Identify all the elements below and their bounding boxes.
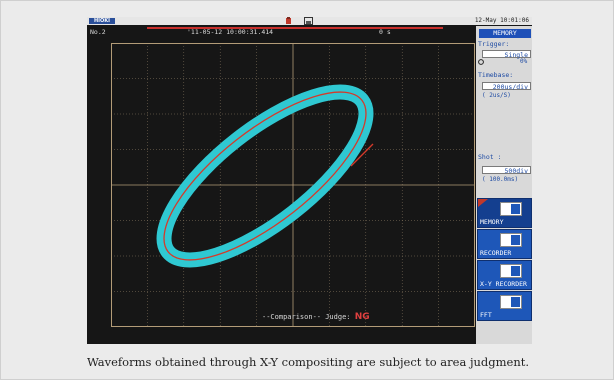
memory-mode-icon — [500, 202, 522, 216]
xy-plot — [111, 43, 475, 327]
recorder-mode-icon — [500, 233, 522, 247]
trigger-extra: 0% — [520, 58, 528, 65]
xy-trace — [163, 91, 367, 261]
mode-label: FFT — [480, 311, 492, 319]
settings-panel: MEMORY Trigger: Single 0% Timebase: 200u… — [476, 26, 532, 344]
trace-overshoot — [350, 143, 374, 167]
mode-label: X-Y RECORDER — [480, 280, 527, 288]
mode-button-memory[interactable]: MEMORY — [477, 198, 532, 228]
record-progress-bar — [147, 27, 443, 29]
judgment-readout: --Comparison-- Judge: NG — [262, 312, 370, 322]
trigger-icon — [478, 59, 484, 65]
trigger-field[interactable]: Single — [482, 50, 531, 59]
hand-icon — [286, 17, 291, 24]
shot-field[interactable]: 500div — [482, 166, 531, 175]
mode-title: MEMORY — [479, 29, 531, 38]
trigger-time: '11-05-12 10:00:31.414 — [187, 28, 274, 36]
figure-caption: Waveforms obtained through X-Y compositi… — [86, 355, 530, 369]
save-icon — [304, 17, 313, 25]
clock-readout: 12-May 10:01:06 — [474, 17, 529, 24]
xy-recorder-mode-icon — [500, 264, 522, 278]
shot-label: Shot : — [478, 153, 502, 161]
plot-border — [111, 43, 475, 327]
hioki-logo: HIOKI — [89, 18, 115, 24]
channel-label: No.2 — [90, 28, 106, 36]
judge-result: NG — [354, 312, 370, 322]
trigger-label: Trigger: — [478, 40, 510, 48]
timebase-rate: ( 2us/S) — [482, 92, 511, 99]
mode-button-xy-recorder[interactable]: X-Y RECORDER — [477, 260, 532, 290]
mode-label: RECORDER — [480, 249, 512, 257]
shot-time: ( 100.0ms) — [482, 176, 519, 183]
fft-mode-icon — [500, 295, 522, 309]
corner-marker-icon — [478, 199, 488, 207]
mode-button-fft[interactable]: FFT — [477, 291, 532, 321]
status-bar: HIOKI 12-May 10:01:06 — [87, 17, 532, 25]
timebase-field[interactable]: 200us/div — [482, 82, 531, 91]
timebase-label: Timebase: — [478, 71, 514, 79]
instrument-screen: HIOKI 12-May 10:01:06 No.2 '11-05-12 10:… — [87, 17, 532, 344]
position-readout: 0 s — [379, 28, 391, 36]
mode-button-recorder[interactable]: RECORDER — [477, 229, 532, 259]
judgment-area — [156, 84, 374, 268]
mode-label: MEMORY — [480, 218, 504, 226]
judge-label: --Comparison-- Judge: — [262, 313, 351, 321]
